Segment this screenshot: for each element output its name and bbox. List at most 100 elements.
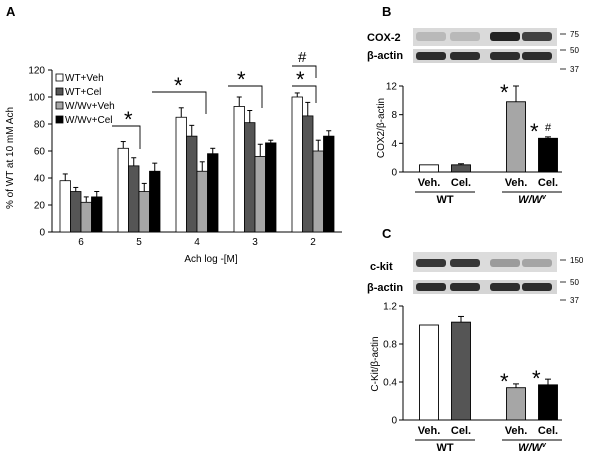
blot-b-actin-bands <box>416 52 552 60</box>
mw-b-75: 75 <box>570 30 579 39</box>
star-b-veh: * <box>500 80 509 105</box>
blot-c-ckit-bands <box>416 259 552 267</box>
bar-w-wv-veh <box>196 170 208 233</box>
actin-band <box>450 52 480 60</box>
x-tick-label: Cel. <box>538 177 558 189</box>
x-tick-label: Cel. <box>451 425 471 437</box>
blot-b-mw-markers <box>560 33 566 70</box>
mw-c-37: 37 <box>570 296 579 305</box>
x-tick-label: 6 <box>78 237 84 248</box>
bar-w-wv-cel <box>149 170 161 233</box>
star-3: * <box>237 67 246 92</box>
ckit-band <box>450 259 480 267</box>
blot-b-cox2-bands <box>416 32 552 41</box>
blot-c-actin-label: β-actin <box>367 282 403 294</box>
bar-wt-cel <box>70 191 82 233</box>
blot-c-actin-strip <box>413 280 557 294</box>
panel-c-ylabel: C-Kit/β-actin <box>370 336 381 391</box>
y-tick-label: 0 <box>39 228 45 239</box>
y-tick-label: 80 <box>34 120 46 131</box>
blot-c-actin-bands <box>416 283 552 291</box>
cox2-band <box>490 32 520 41</box>
actin-band <box>522 52 552 60</box>
y-tick-label: 0 <box>391 168 397 179</box>
legend-swatch-wwv-veh <box>55 101 64 110</box>
bar-wt-cel <box>186 135 198 233</box>
y-tick-label: 100 <box>28 93 45 104</box>
group-label-wwv: W/Wv <box>518 442 547 454</box>
bar-wt-veh <box>175 116 187 233</box>
cox2-band <box>450 32 480 41</box>
y-tick-label: 60 <box>34 147 46 158</box>
panel-c-letter: C <box>382 226 392 241</box>
x-tick-label: Veh. <box>505 425 528 437</box>
panel-b-axes: 0 4 8 12 Veh. Cel. Veh. Cel. WT W/Wv <box>386 82 562 206</box>
hash-b-cel: # <box>545 122 552 134</box>
x-tick-label: Veh. <box>505 177 528 189</box>
blot-c-mw-markers <box>560 259 566 301</box>
cox2-band <box>522 32 552 41</box>
bar-w-wv-veh <box>254 155 266 233</box>
legend-label-wt-veh: WT+Veh <box>65 73 104 84</box>
ckit-band <box>490 259 520 267</box>
blot-b <box>413 28 557 63</box>
x-tick-label: Veh. <box>418 425 441 437</box>
y-tick-label: 0.8 <box>383 340 397 351</box>
bracket-2-star <box>292 85 317 103</box>
x-tick-label: 3 <box>252 237 258 248</box>
actin-band <box>490 52 520 60</box>
x-tick-label: Cel. <box>451 177 471 189</box>
panel-b-letter: B <box>382 4 391 19</box>
ckit-band <box>416 259 446 267</box>
mw-c-50: 50 <box>570 278 579 287</box>
star-b-cel: * <box>530 119 539 144</box>
panel-b-ylabel: COX2/β-actin <box>376 98 387 158</box>
y-tick-label: 120 <box>28 66 45 77</box>
x-tick-label: 4 <box>194 237 200 248</box>
blot-b-actin-label: β-actin <box>367 50 403 62</box>
panel-a-xlabel: Ach log -[M] <box>184 254 238 265</box>
bar-wt-veh <box>59 180 71 233</box>
bar <box>419 324 439 421</box>
blot-c-ckit-label: c-kit <box>370 261 393 273</box>
actin-band <box>416 283 446 291</box>
actin-band <box>416 52 446 60</box>
bar-w-wv-veh <box>138 191 150 233</box>
panel-c-axes: 0 0.4 0.8 1.2 Veh. Cel. Veh. Cel. WT W/Wv <box>383 302 562 454</box>
bracket-5 <box>112 125 141 149</box>
bar-w-wv-veh <box>80 201 92 233</box>
mw-b-37: 37 <box>570 65 579 74</box>
panel-a-legend: WT+Veh WT+Cel W/Wv+Veh W/Wv+Cel <box>55 73 115 126</box>
mw-c-150: 150 <box>570 256 584 265</box>
star-2: * <box>296 67 305 92</box>
bar-wt-cel <box>302 115 314 233</box>
x-tick-label: Cel. <box>538 425 558 437</box>
y-tick-label: 40 <box>34 174 46 185</box>
panel-a-ylabel: % of WT at 10 mM Ach <box>5 107 16 209</box>
y-tick-label: 12 <box>386 82 398 93</box>
y-tick-label: 1.2 <box>383 302 397 313</box>
y-tick-label: 20 <box>34 201 46 212</box>
bar-w-wv-cel <box>91 196 103 233</box>
bar-wt-veh <box>233 106 245 233</box>
bar-wt-cel <box>244 122 256 233</box>
bracket-4 <box>152 91 207 114</box>
bar-w-wv-cel <box>323 135 335 233</box>
blot-c-ckit-strip <box>413 252 557 272</box>
panel-a-significance <box>112 65 317 149</box>
bar-w-wv-cel <box>265 142 277 233</box>
bar <box>506 101 526 173</box>
legend-swatch-wt-veh <box>55 73 64 82</box>
star-c-veh: * <box>500 369 509 394</box>
bar-wt-veh <box>291 96 303 233</box>
bar <box>538 384 558 421</box>
bracket-3 <box>228 85 263 108</box>
bracket-2-hash <box>292 65 317 78</box>
bar-w-wv-cel <box>207 153 219 233</box>
x-tick-label: Veh. <box>418 177 441 189</box>
bar <box>419 164 439 173</box>
blot-b-cox2-strip <box>413 28 557 46</box>
actin-band <box>522 283 552 291</box>
y-tick-label: 8 <box>391 110 397 121</box>
x-tick-label: 2 <box>310 237 316 248</box>
